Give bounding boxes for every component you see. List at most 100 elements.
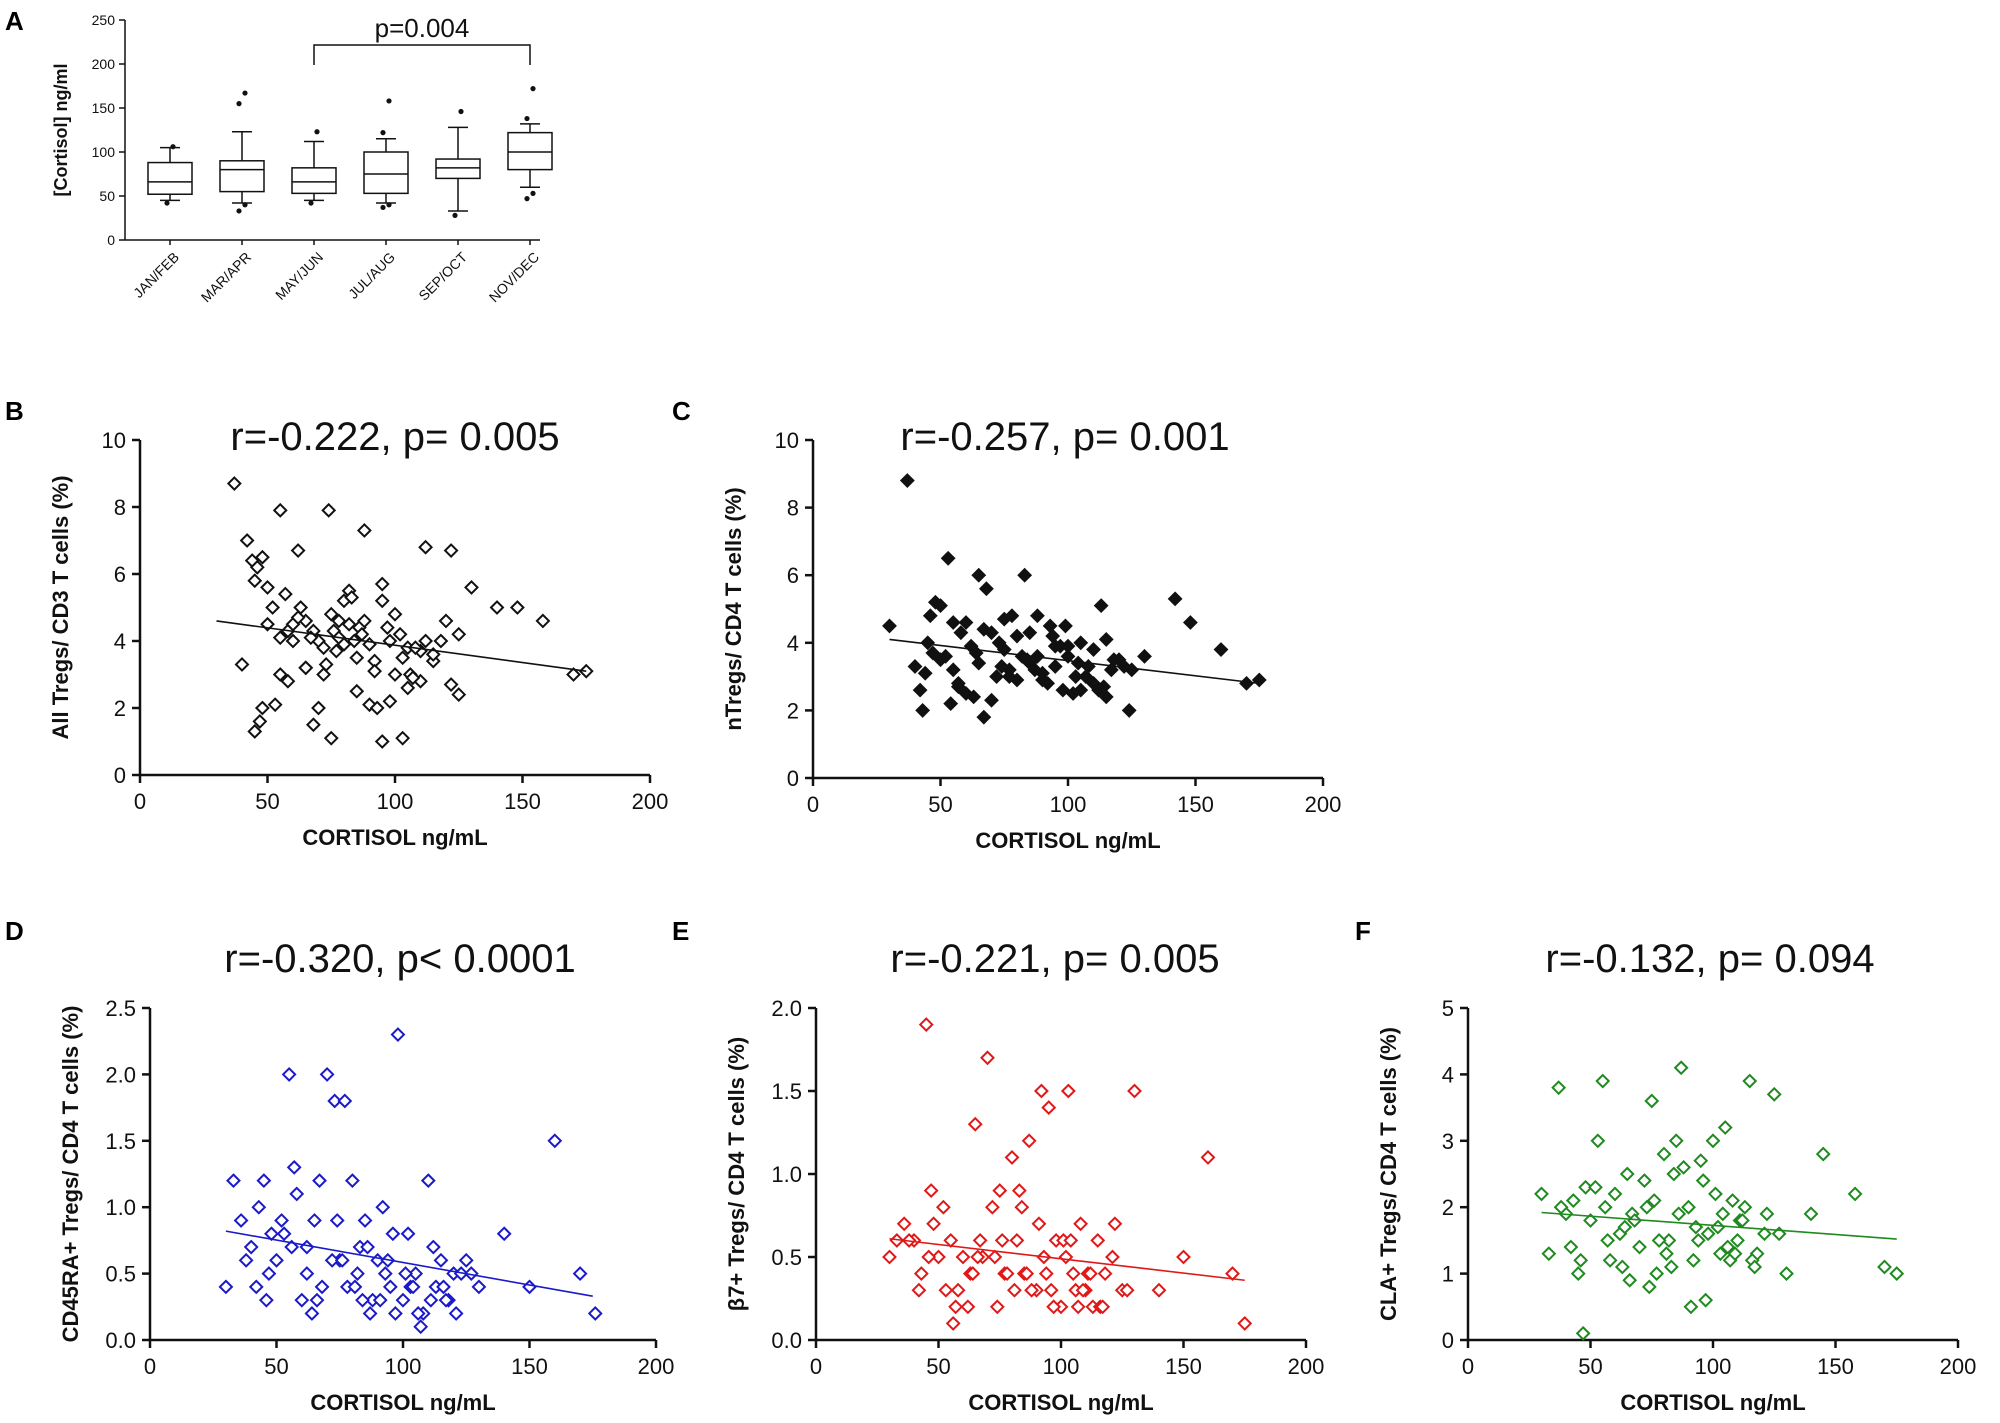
data-point: [925, 645, 941, 661]
data-point: [331, 613, 347, 629]
data-point: [433, 633, 449, 649]
data-point: [980, 1050, 995, 1066]
data-point: [994, 659, 1010, 674]
data-point: [1639, 1199, 1655, 1215]
y-tick-label: 6: [787, 563, 799, 588]
data-point: [1237, 1315, 1253, 1331]
data-point: [1001, 669, 1017, 685]
data-point: [1803, 1206, 1819, 1222]
data-point: [1685, 1252, 1701, 1268]
y-tick-label: 200: [92, 56, 116, 72]
y-tick-label: 10: [775, 428, 799, 453]
data-point: [509, 600, 525, 615]
data-point: [938, 1282, 954, 1298]
data-point: [1027, 662, 1043, 678]
data-point: [260, 579, 275, 595]
data-point: [1551, 1080, 1567, 1096]
data-point: [1847, 1186, 1863, 1202]
data-point: [1617, 1219, 1633, 1235]
data-point: [277, 586, 293, 602]
data-point: [1712, 1246, 1728, 1262]
chart-title: r=-0.320, p< 0.0001: [224, 937, 575, 981]
data-point: [281, 1066, 297, 1082]
data-point: [945, 662, 961, 678]
y-tick-label: 4: [114, 629, 126, 654]
regression-line: [225, 1230, 593, 1297]
data-point: [247, 724, 263, 739]
data-point: [274, 1213, 289, 1228]
data-point: [1151, 1282, 1167, 1298]
outlier-point: [170, 144, 176, 150]
data-point: [1095, 1299, 1111, 1315]
significance-bracket: [313, 44, 531, 65]
regression-line: [1541, 1211, 1897, 1240]
data-point: [1082, 1266, 1098, 1282]
x-tick-label: 150: [1165, 1354, 1202, 1379]
y-tick-label: 0.0: [771, 1328, 802, 1353]
regression-line: [889, 638, 1260, 685]
y-axis-label: All Tregs/ CD3 T cells (%): [48, 475, 73, 739]
data-point: [972, 1232, 988, 1248]
data-point: [965, 1266, 981, 1282]
data-point: [984, 1199, 1000, 1215]
box-mar-apr: MAR/APR: [198, 90, 265, 305]
y-tick-label: 0.5: [105, 1262, 136, 1287]
y-tick-label: 250: [92, 12, 116, 28]
data-point: [400, 1226, 416, 1242]
data-point: [226, 1173, 241, 1189]
y-tick-label: 100: [92, 144, 116, 160]
data-point: [1656, 1146, 1672, 1162]
data-point: [1239, 675, 1254, 691]
y-tick-label: 3: [1442, 1129, 1454, 1154]
data-point: [304, 1306, 320, 1321]
outlier-point: [242, 90, 248, 96]
data-point: [1097, 1266, 1113, 1282]
data-point: [958, 615, 974, 630]
data-point: [387, 606, 403, 622]
data-point: [1602, 1252, 1618, 1268]
data-point: [1877, 1259, 1892, 1275]
y-tick-label: 1.5: [771, 1079, 802, 1104]
data-point: [1046, 1299, 1062, 1315]
data-point: [994, 1232, 1010, 1248]
data-point: [1040, 675, 1056, 691]
data-point: [256, 1173, 272, 1189]
data-point: [984, 692, 999, 708]
data-point: [1673, 1060, 1689, 1076]
data-point: [436, 1279, 451, 1295]
data-point: [999, 1266, 1015, 1282]
data-point: [385, 1226, 401, 1242]
data-point: [463, 1266, 479, 1282]
x-tick-label: 100: [385, 1354, 422, 1379]
data-point: [254, 700, 270, 716]
y-tick-label: 2: [787, 698, 799, 723]
panel-d: Dr=-0.320, p< 0.0001 0.0 0.5 1.0 1.5 2.0 2.5 0 5…: [5, 916, 674, 1415]
chart-title: r=-0.221, p= 0.005: [890, 937, 1219, 981]
data-point: [1090, 1232, 1106, 1248]
data-point: [410, 1306, 426, 1321]
data-point: [1688, 1219, 1704, 1235]
data-point: [1587, 1179, 1603, 1195]
data-point: [1042, 618, 1058, 634]
data-point: [1065, 1266, 1081, 1282]
y-tick-label: 0.5: [771, 1245, 802, 1270]
data-point: [286, 1159, 302, 1175]
x-axis-label: CORTISOL ng/mL: [1620, 1390, 1805, 1415]
data-point: [233, 1213, 249, 1228]
x-tick-label: 50: [928, 792, 952, 817]
x-tick-label: 0: [144, 1354, 156, 1379]
y-axis-label: CLA+ Tregs/ CD4 T cells (%): [1376, 1027, 1401, 1321]
data-point: [917, 665, 933, 681]
data-point: [1636, 1173, 1652, 1189]
data-point: [298, 660, 314, 676]
data-point: [438, 613, 454, 629]
data-point: [950, 1282, 966, 1298]
data-point: [1045, 628, 1061, 644]
regression-line: [216, 620, 587, 672]
data-point: [387, 667, 403, 682]
data-point: [960, 1299, 976, 1315]
data-point: [247, 573, 263, 589]
data-point: [1055, 682, 1071, 698]
data-point: [1727, 1246, 1743, 1262]
